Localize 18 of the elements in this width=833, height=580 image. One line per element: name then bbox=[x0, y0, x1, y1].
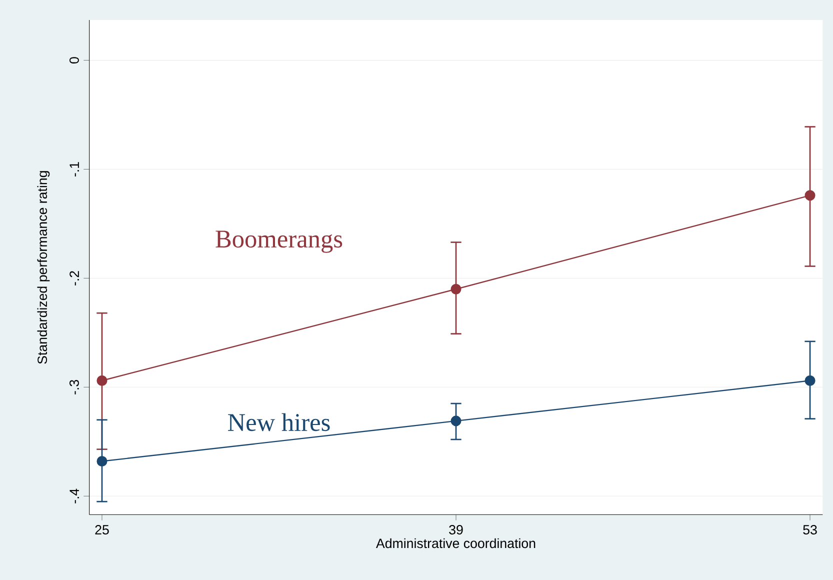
y-tick-label: -.1 bbox=[70, 162, 79, 176]
y-tick-label: -.3 bbox=[70, 380, 79, 394]
point bbox=[96, 375, 108, 386]
x-tick-label: 39 bbox=[449, 525, 463, 534]
point bbox=[804, 190, 816, 201]
y-axis-title: Standardized performance rating bbox=[37, 171, 50, 364]
point bbox=[96, 456, 108, 467]
point bbox=[804, 375, 816, 386]
point bbox=[450, 416, 462, 426]
y-tick-label: 0 bbox=[70, 57, 79, 64]
text: Boomerangs bbox=[216, 230, 342, 253]
x-tick-label: 25 bbox=[95, 525, 109, 534]
y-tick-label: -.2 bbox=[70, 271, 79, 286]
x-axis-title: Administrative coordination bbox=[376, 538, 536, 548]
series-label: New hires bbox=[228, 413, 330, 432]
y-tick-label: -.4 bbox=[70, 488, 79, 504]
x-tick-label: 53 bbox=[803, 525, 817, 534]
point bbox=[450, 284, 462, 294]
